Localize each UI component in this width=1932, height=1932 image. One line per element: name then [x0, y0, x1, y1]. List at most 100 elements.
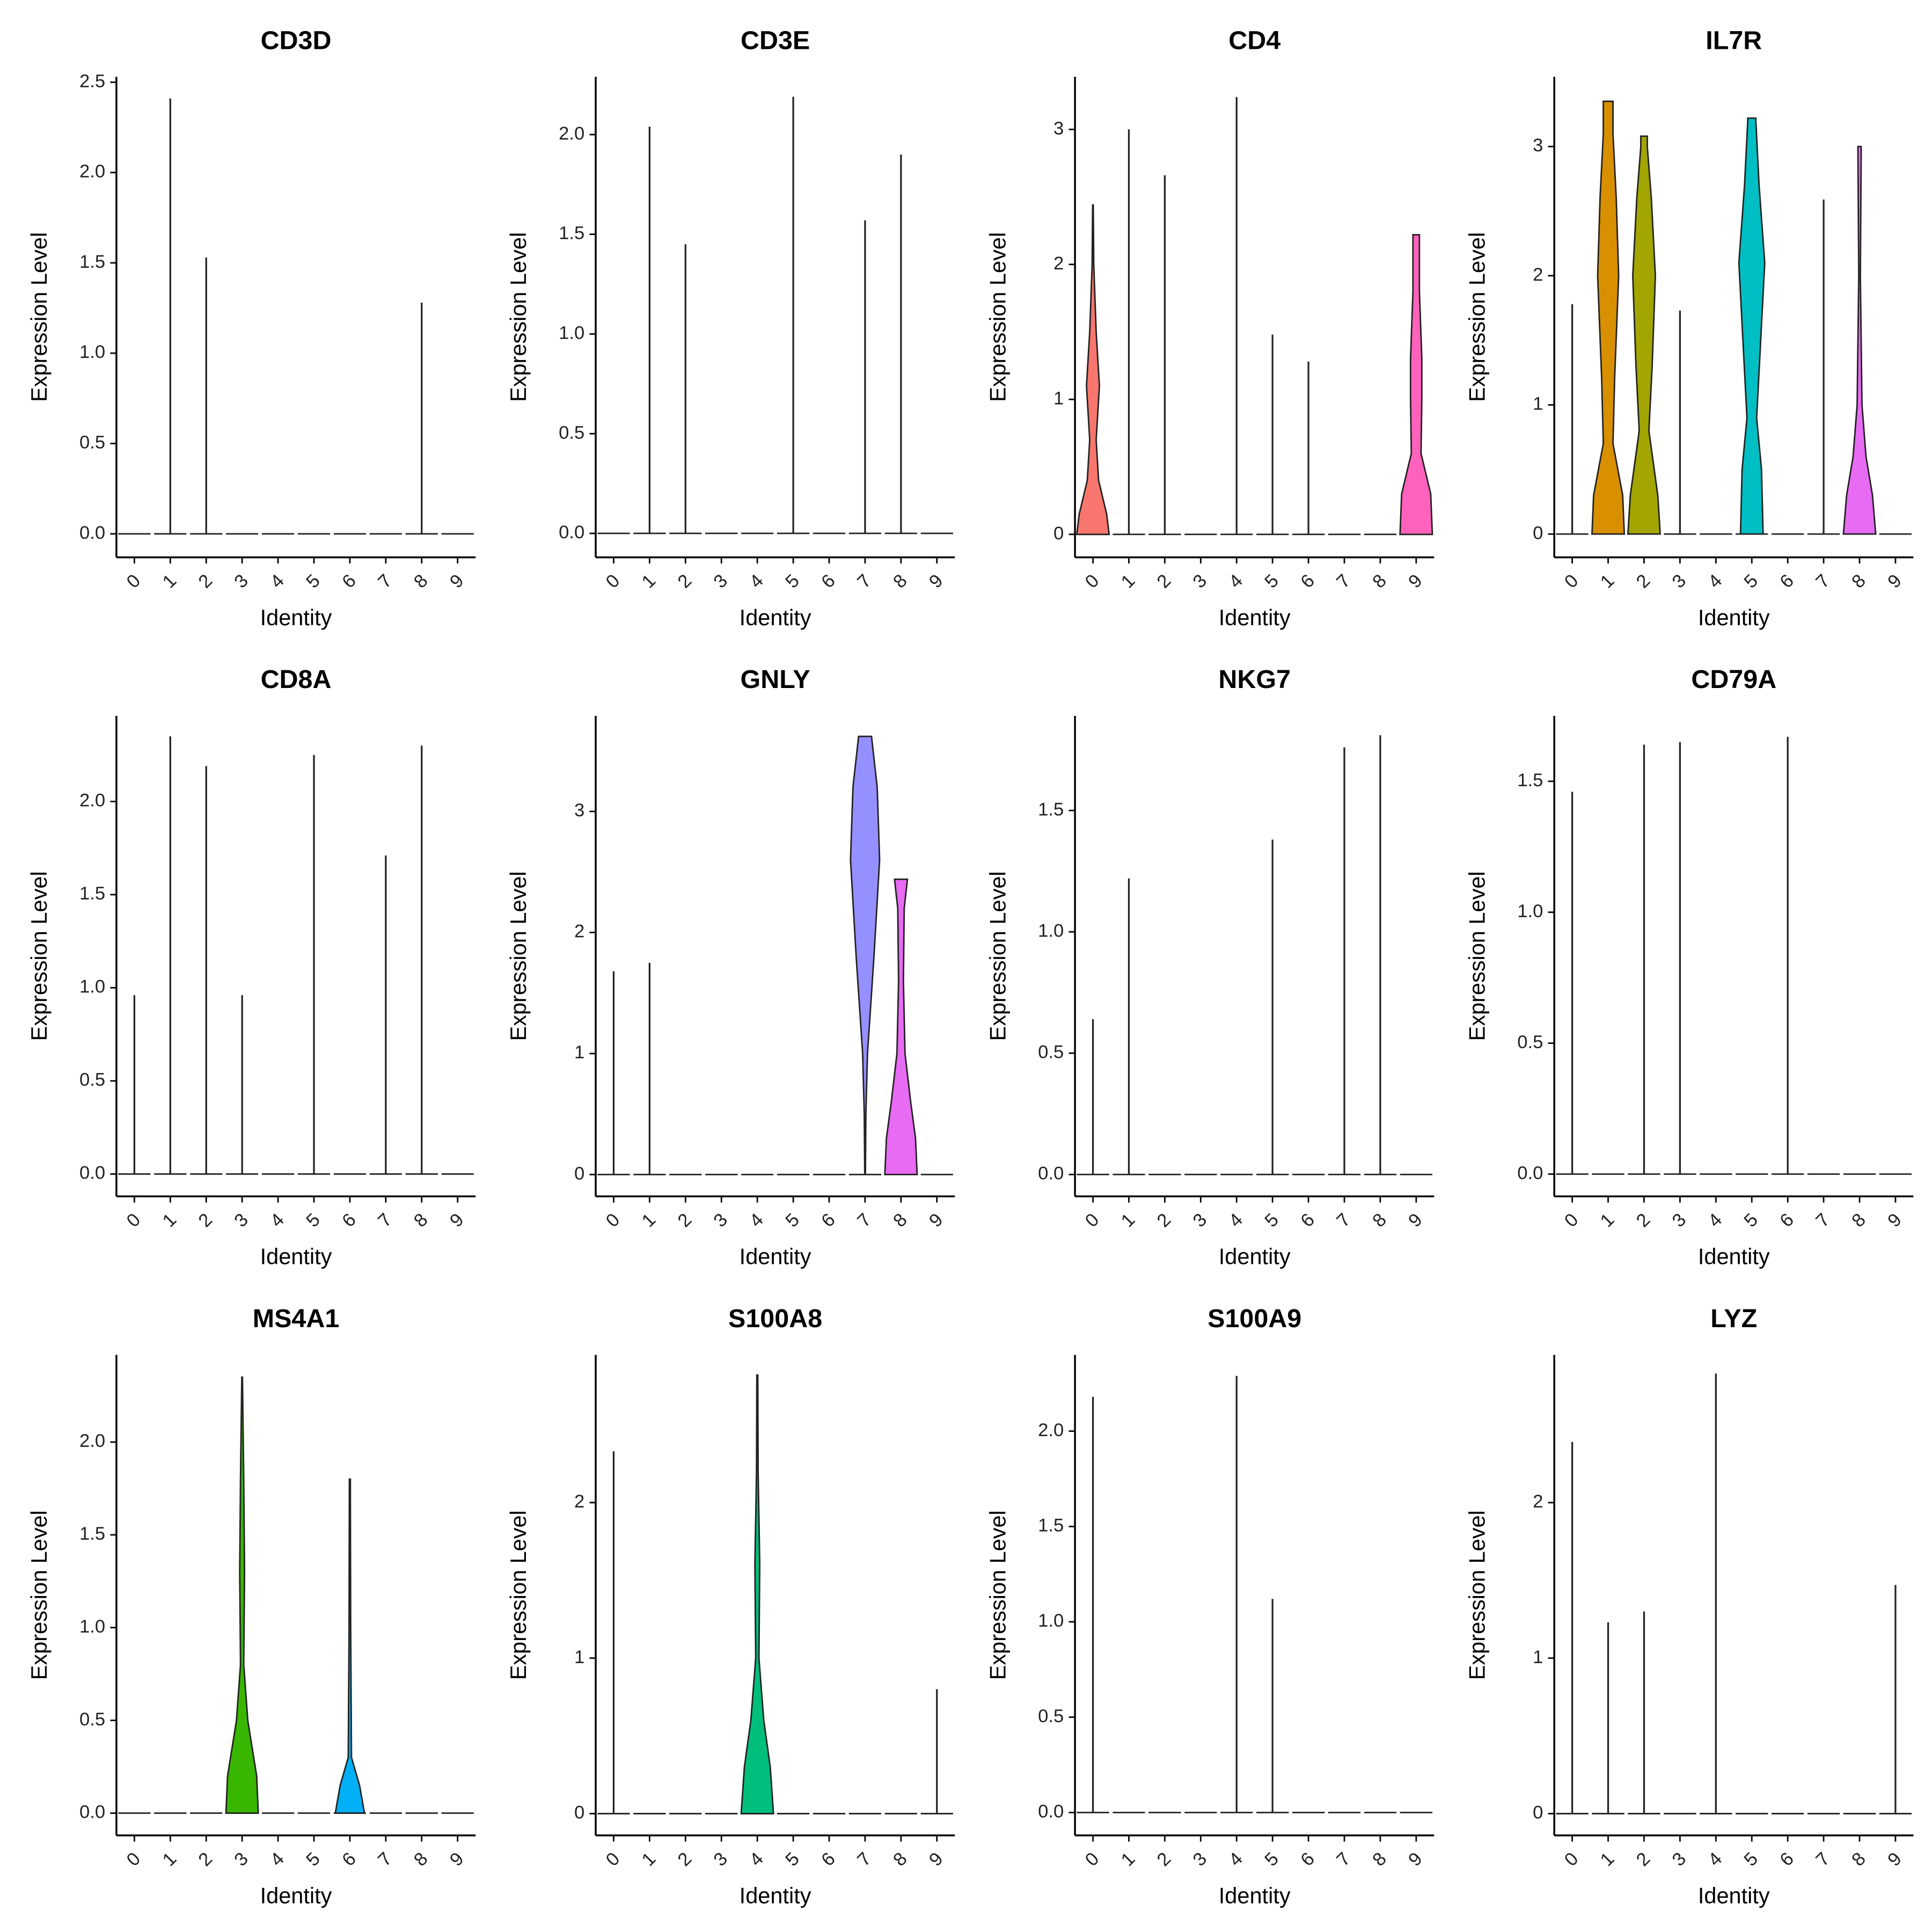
x-tick-label: 3 [710, 570, 731, 592]
x-tick-label: 5 [1261, 1210, 1283, 1231]
y-tick-label: 2.0 [1038, 1420, 1064, 1440]
x-tick-label: 9 [1884, 1210, 1905, 1231]
x-tick-label: 7 [374, 1210, 396, 1231]
x-tick-label: 0 [1081, 570, 1103, 592]
x-tick-label: 0 [602, 1849, 624, 1870]
x-tick-label: 9 [1884, 1849, 1905, 1870]
x-tick-label: 0 [123, 1210, 144, 1231]
x-tick-label: 5 [1740, 1210, 1762, 1231]
x-tick-label: 8 [410, 1849, 431, 1870]
x-axis-label: Identity [1698, 1883, 1770, 1908]
y-tick-label: 0.0 [1038, 1802, 1064, 1822]
x-tick-label: 1 [1597, 570, 1618, 592]
y-tick-label: 1.0 [1038, 920, 1064, 941]
y-tick-label: 0.0 [79, 1802, 105, 1823]
y-tick-label: 1.5 [79, 883, 105, 904]
x-tick-label: 1 [638, 1210, 660, 1231]
y-tick-label: 3 [1053, 118, 1064, 138]
x-axis-label: Identity [1219, 1244, 1291, 1269]
y-tick-label: 0 [1053, 523, 1064, 544]
x-tick-label: 5 [1740, 570, 1762, 592]
x-axis-label: Identity [1698, 605, 1770, 630]
y-tick-label: 0.5 [1038, 1042, 1064, 1063]
y-tick-label: 0.5 [1038, 1706, 1064, 1726]
y-axis-label: Expression Level [506, 1510, 531, 1680]
y-tick-label: 1 [1053, 388, 1064, 408]
y-tick-label: 0.0 [79, 523, 105, 543]
x-tick-label: 1 [1117, 1849, 1139, 1870]
x-tick-label: 8 [1848, 570, 1869, 592]
x-tick-label: 9 [1404, 1849, 1426, 1870]
x-tick-label: 8 [410, 1210, 431, 1231]
y-axis-label: Expression Level [1464, 871, 1489, 1041]
x-tick-label: 5 [302, 1849, 324, 1870]
x-tick-label: 5 [1740, 1849, 1762, 1870]
x-tick-label: 7 [1812, 1849, 1834, 1870]
y-tick-label: 2.0 [79, 1431, 105, 1451]
y-tick-label: 2.0 [79, 162, 105, 182]
y-tick-label: 2 [1533, 1491, 1543, 1512]
x-tick-label: 5 [1261, 570, 1283, 592]
x-tick-label: 8 [1368, 1849, 1390, 1870]
x-tick-label: 7 [853, 570, 875, 592]
y-tick-label: 1.5 [79, 252, 105, 272]
y-tick-label: 0 [1533, 1803, 1543, 1823]
y-tick-label: 1.5 [1038, 1516, 1064, 1536]
x-tick-label: 4 [746, 1849, 767, 1870]
y-tick-label: 1.0 [79, 342, 105, 362]
x-tick-label: 0 [123, 570, 144, 592]
x-tick-label: 7 [853, 1210, 875, 1231]
panel-title: GNLY [741, 665, 810, 694]
y-tick-label: 1.0 [79, 977, 105, 997]
violin [1627, 135, 1662, 535]
x-tick-label: 0 [1081, 1210, 1103, 1231]
x-tick-label: 4 [267, 1849, 288, 1870]
violin [1075, 204, 1110, 536]
y-tick-label: 0.5 [79, 1070, 105, 1090]
x-tick-label: 2 [1633, 1210, 1654, 1231]
x-tick-label: 1 [1597, 1849, 1618, 1870]
panel-title: S100A8 [728, 1304, 822, 1333]
x-tick-label: 4 [746, 570, 767, 592]
x-tick-label: 7 [1333, 1210, 1354, 1231]
y-tick-label: 0.0 [559, 522, 584, 543]
x-tick-label: 5 [302, 1210, 324, 1231]
y-tick-label: 1.5 [1038, 799, 1064, 819]
x-tick-label: 2 [1153, 1849, 1175, 1870]
x-tick-label: 2 [1153, 1210, 1175, 1231]
x-tick-label: 6 [817, 1849, 839, 1870]
y-tick-label: 1.0 [1517, 901, 1543, 921]
x-tick-label: 5 [302, 570, 324, 592]
violin [884, 878, 918, 1176]
x-tick-label: 8 [889, 1849, 911, 1870]
y-axis-label: Expression Level [26, 1510, 52, 1680]
x-tick-label: 4 [1704, 1210, 1726, 1231]
x-tick-label: 2 [195, 1210, 216, 1231]
violin [1399, 233, 1433, 536]
y-tick-label: 2.0 [79, 791, 105, 811]
x-tick-label: 0 [602, 570, 624, 592]
x-tick-label: 0 [1561, 1849, 1582, 1870]
y-tick-label: 0 [574, 1803, 584, 1823]
violin [1591, 100, 1626, 535]
y-axis-label: Expression Level [506, 871, 531, 1041]
x-tick-label: 9 [1404, 1210, 1426, 1231]
x-tick-label: 8 [1368, 1210, 1390, 1231]
x-tick-label: 7 [374, 1849, 396, 1870]
x-tick-label: 6 [817, 1210, 839, 1231]
x-tick-label: 0 [1561, 570, 1582, 592]
x-tick-label: 6 [1776, 1210, 1798, 1231]
x-tick-label: 4 [267, 1210, 288, 1231]
x-tick-label: 2 [195, 1849, 216, 1870]
y-tick-label: 2 [1053, 253, 1064, 274]
x-tick-label: 6 [1297, 1849, 1319, 1870]
y-tick-label: 3 [574, 800, 584, 821]
x-tick-label: 1 [159, 570, 180, 592]
violin [1738, 117, 1766, 535]
x-tick-label: 7 [853, 1849, 875, 1870]
panel-title: CD79A [1691, 665, 1776, 694]
x-axis-label: Identity [740, 1244, 811, 1269]
x-axis-label: Identity [1219, 1883, 1291, 1908]
x-tick-label: 6 [817, 570, 839, 592]
